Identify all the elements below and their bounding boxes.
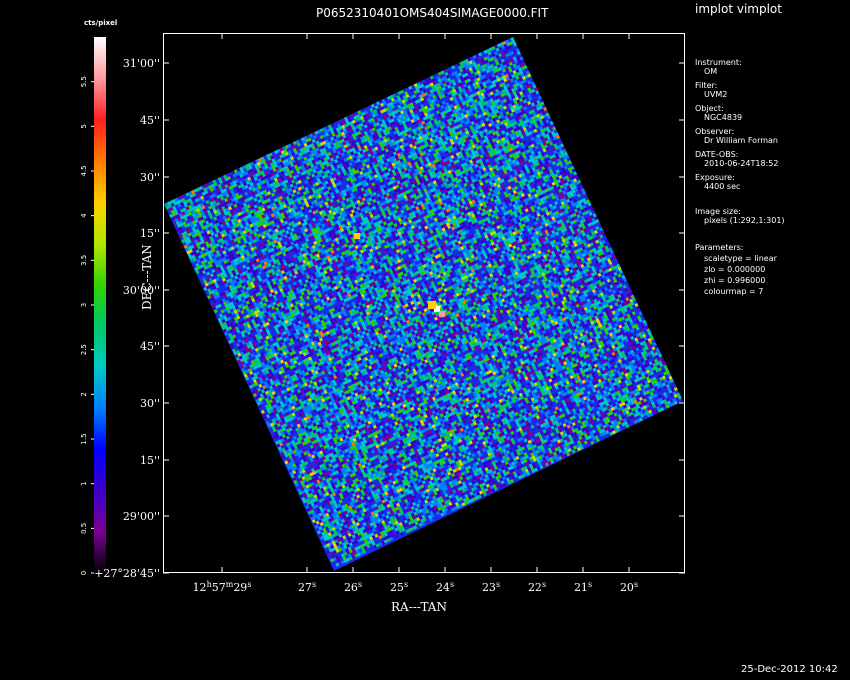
x-tick-label: 12h57m29s [193, 580, 252, 594]
colorbar-tick-label: 4.5 [80, 165, 88, 176]
colorbar-ticks: 0 0.5 1 1.5 2 2.5 3 3.5 4 4.5 5 5.5 [80, 76, 94, 575]
y-tick-label: 30'' [140, 397, 160, 410]
x-tick-label: 26s [344, 580, 362, 594]
info-label: Filter: [695, 81, 718, 90]
y-tick-label: 31'00'' [123, 57, 160, 70]
parameter-line: colourmap = 7 [704, 287, 764, 296]
colorbar-unit-label: cts/pixel [84, 19, 118, 27]
colorbar-tick-label: 4 [80, 213, 88, 218]
info-value: 2010-06-24T18:52 [704, 159, 779, 168]
y-tick-label: +27°28'45'' [94, 567, 160, 580]
info-panel: Instrument: OM Filter: UVM2 Object: NGC4… [695, 58, 785, 296]
colorbar-tick-label: 5.5 [80, 76, 88, 87]
info-label: DATE-OBS: [695, 150, 739, 159]
y-tick-label: 30'' [140, 171, 160, 184]
image-title: P0652310401OMS404SIMAGE0000.FIT [316, 6, 549, 20]
x-tick-label: 25s [390, 580, 408, 594]
app-label: implot vimplot [695, 2, 782, 16]
colorbar-tick-label: 0 [80, 571, 88, 575]
bright-source [434, 306, 440, 312]
info-item-exposure: Exposure: 4400 sec [695, 173, 785, 191]
x-tick-label: 23s [482, 580, 500, 594]
info-label: Instrument: [695, 58, 742, 67]
info-label: Image size: [695, 207, 741, 216]
bright-source [439, 311, 445, 317]
y-tick-label: 45'' [140, 114, 160, 127]
info-value: UVM2 [704, 90, 728, 99]
colorbar-tick-label: 0.5 [80, 523, 88, 534]
colorbar-tick-label: 5 [80, 124, 88, 128]
info-value: Dr William Forman [704, 136, 778, 145]
plot-frame [163, 33, 685, 573]
info-label: Object: [695, 104, 724, 113]
x-tick-label: 21s [574, 580, 592, 594]
y-tick-label: 45'' [140, 340, 160, 353]
parameters-label: Parameters: [695, 243, 744, 252]
info-item-filter: Filter: UVM2 [695, 81, 785, 99]
image-pixels [165, 46, 681, 561]
info-label: Observer: [695, 127, 735, 136]
bright-source [428, 301, 436, 309]
colorbar-tick-label: 1 [80, 481, 88, 485]
info-value: 4400 sec [704, 182, 741, 191]
info-item-observer: Observer: Dr William Forman [695, 127, 785, 145]
bright-source [354, 233, 360, 239]
colorbar-tick-label: 3.5 [80, 255, 88, 266]
info-item-instrument: Instrument: OM [695, 58, 785, 76]
x-tick-label: 27s [298, 580, 316, 594]
colorbar-tick-label: 3 [80, 303, 88, 307]
x-tick-label: 24s [436, 580, 454, 594]
info-value: OM [704, 67, 718, 76]
image-pixels [170, 43, 676, 563]
colorbar-tick-label: 2 [80, 392, 88, 396]
footer-timestamp: 25-Dec-2012 10:42 [741, 664, 838, 675]
colorbar-tick-label: 1.5 [80, 433, 88, 444]
y-tick-label: 15'' [140, 454, 160, 467]
sky-image [164, 37, 683, 571]
parameter-line: zhi = 0.996000 [704, 276, 766, 285]
y-tick-label: 15'' [140, 227, 160, 240]
y-tick-label: 29'00'' [123, 510, 160, 523]
info-item-object: Object: NGC4839 [695, 104, 785, 122]
parameter-line: scaletype = linear [704, 254, 777, 263]
info-value: pixels (1:292,1:301) [704, 216, 785, 225]
info-item-date-obs: DATE-OBS: 2010-06-24T18:52 [695, 150, 785, 168]
x-tick-label: 20s [620, 580, 638, 594]
y-tick-label: 30'00'' [123, 284, 160, 297]
parameter-line: zlo = 0.000000 [704, 265, 766, 274]
colorbar [94, 37, 106, 573]
x-axis-label: RA---TAN [391, 600, 447, 614]
info-item-image-size: Image size: pixels (1:292,1:301) [695, 207, 785, 225]
x-tick-label: 22s [528, 580, 546, 594]
image-pixels [169, 51, 680, 557]
info-label: Exposure: [695, 173, 735, 182]
info-value: NGC4839 [704, 113, 743, 122]
parameters-block: Parameters: scaletype = linear zlo = 0.0… [695, 243, 785, 296]
y-axis-label: DEC---TAN [140, 244, 154, 310]
colorbar-tick-label: 2.5 [80, 344, 88, 355]
